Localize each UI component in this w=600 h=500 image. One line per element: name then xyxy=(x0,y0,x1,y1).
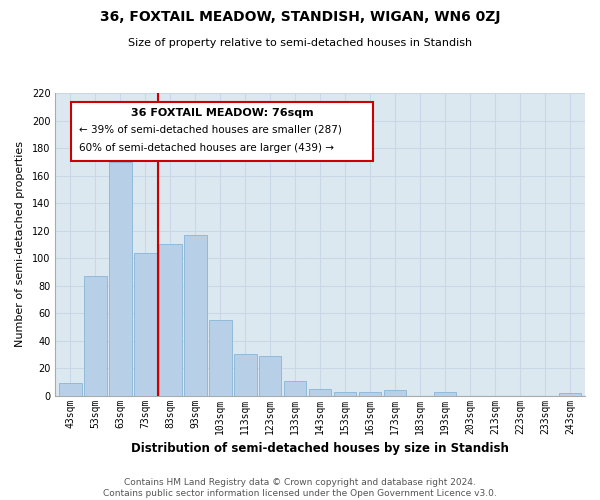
Bar xyxy=(259,356,281,396)
Text: 36, FOXTAIL MEADOW, STANDISH, WIGAN, WN6 0ZJ: 36, FOXTAIL MEADOW, STANDISH, WIGAN, WN6… xyxy=(100,10,500,24)
Y-axis label: Number of semi-detached properties: Number of semi-detached properties xyxy=(15,142,25,348)
Bar xyxy=(309,389,331,396)
Bar xyxy=(234,354,257,396)
Bar xyxy=(109,162,131,396)
Bar xyxy=(184,234,206,396)
Bar xyxy=(559,393,581,396)
Bar xyxy=(334,392,356,396)
Text: ← 39% of semi-detached houses are smaller (287): ← 39% of semi-detached houses are smalle… xyxy=(79,125,342,135)
Bar xyxy=(84,276,107,396)
X-axis label: Distribution of semi-detached houses by size in Standish: Distribution of semi-detached houses by … xyxy=(131,442,509,455)
Bar xyxy=(284,380,307,396)
Bar xyxy=(209,320,232,396)
Text: 36 FOXTAIL MEADOW: 76sqm: 36 FOXTAIL MEADOW: 76sqm xyxy=(131,108,314,118)
Bar xyxy=(384,390,406,396)
Bar xyxy=(359,392,382,396)
Text: Contains HM Land Registry data © Crown copyright and database right 2024.
Contai: Contains HM Land Registry data © Crown c… xyxy=(103,478,497,498)
Bar xyxy=(59,384,82,396)
FancyBboxPatch shape xyxy=(71,102,373,161)
Bar xyxy=(159,244,182,396)
Bar xyxy=(434,392,457,396)
Bar xyxy=(134,252,157,396)
Text: 60% of semi-detached houses are larger (439) →: 60% of semi-detached houses are larger (… xyxy=(79,143,334,153)
Text: Size of property relative to semi-detached houses in Standish: Size of property relative to semi-detach… xyxy=(128,38,472,48)
